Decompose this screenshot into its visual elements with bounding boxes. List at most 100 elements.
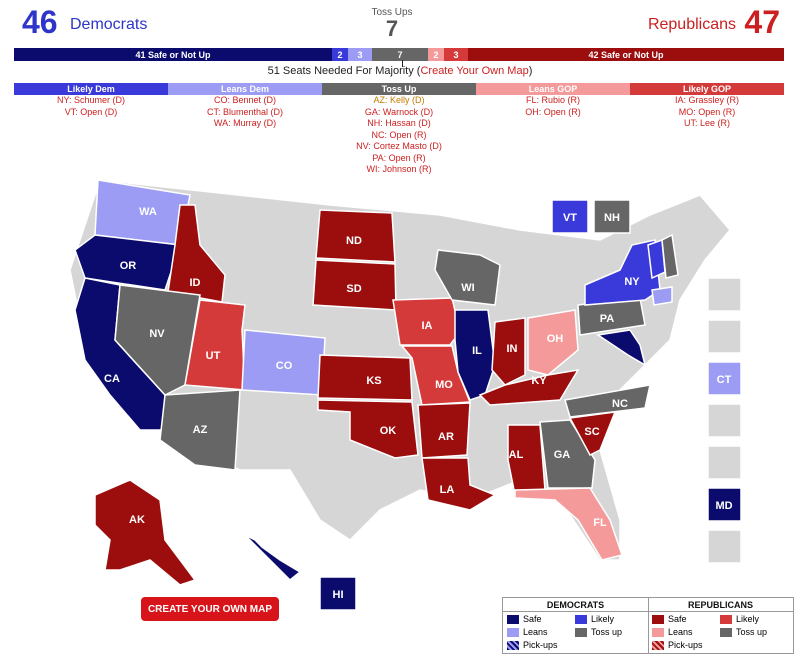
- label-oh: OH: [547, 333, 564, 345]
- state-ky[interactable]: [478, 368, 580, 406]
- legend-leans-rep: Leans: [668, 627, 693, 637]
- bar-rep-safe: 42 Safe or Not Up: [468, 48, 784, 61]
- state-box-empty[interactable]: [707, 403, 742, 438]
- bar-dem-safe: 41 Safe or Not Up: [14, 48, 332, 61]
- state-ok[interactable]: [317, 399, 419, 459]
- label-in: IN: [507, 343, 518, 355]
- race-item: PA: Open (R): [372, 152, 426, 163]
- label-la: LA: [440, 484, 455, 496]
- label-fl: FL: [593, 517, 607, 529]
- col-header: Likely Dem: [14, 83, 168, 95]
- label-al: AL: [509, 449, 524, 461]
- state-nd[interactable]: [315, 209, 396, 263]
- create-map-link[interactable]: Create Your Own Map: [420, 65, 529, 77]
- state-ak[interactable]: [94, 479, 197, 586]
- rating-columns: Likely Dem NY: Schumer (D) VT: Open (D) …: [14, 83, 784, 176]
- race-item: WI: Johnson (R): [366, 164, 432, 174]
- label-nv: NV: [149, 328, 165, 340]
- col-likely-gop: Likely GOP IA: Grassley (R) MO: Open (R)…: [630, 83, 784, 176]
- state-box-empty[interactable]: [707, 445, 742, 480]
- race-item: WA: Murray (D): [213, 118, 277, 128]
- race-item: NH: Hassan (D): [367, 118, 431, 128]
- state-box-empty[interactable]: [707, 319, 742, 354]
- state-box-empty[interactable]: [707, 277, 742, 312]
- dem-seat-count: 46: [22, 4, 58, 40]
- label-ga: GA: [554, 449, 571, 461]
- state-ct[interactable]: [707, 361, 742, 396]
- label-ks: KS: [366, 375, 381, 387]
- race-item: OH: Open (R): [525, 106, 581, 117]
- majority-note: 51 Seats Needed For Majority (Create You…: [0, 65, 800, 77]
- label-pa: PA: [600, 313, 615, 325]
- state-mo[interactable]: [400, 345, 472, 406]
- col-header: Leans Dem: [168, 83, 322, 95]
- race-item: VT: Open (D): [64, 106, 118, 117]
- race-item: GA: Warnock (D): [364, 106, 434, 117]
- state-az[interactable]: [159, 389, 241, 471]
- state-hi-shape[interactable]: [244, 534, 302, 582]
- label-nh: NH: [604, 212, 620, 224]
- bar-dem-leans: 3: [348, 48, 372, 61]
- seat-bar: 41 Safe or Not Up 2 3 7 2 3 42 Safe or N…: [14, 48, 784, 61]
- state-or[interactable]: [74, 234, 182, 291]
- label-ky: KY: [531, 375, 547, 387]
- legend-likely-rep: Likely: [736, 614, 760, 624]
- col-header: Likely GOP: [630, 83, 784, 95]
- bar-dem-likely: 2: [332, 48, 348, 61]
- state-md-shape[interactable]: [595, 329, 647, 367]
- label-ny: NY: [624, 276, 640, 288]
- legend-toss: Toss up: [591, 627, 623, 637]
- state-hi[interactable]: [319, 576, 357, 611]
- state-nh[interactable]: [593, 199, 631, 234]
- state-oh[interactable]: [527, 309, 579, 376]
- state-wi[interactable]: [434, 249, 501, 306]
- majority-marker: [402, 60, 403, 67]
- legend-rep-title: REPUBLICANS: [687, 600, 753, 610]
- label-ca: CA: [104, 373, 120, 385]
- state-ct-shape[interactable]: [651, 286, 673, 306]
- legend-toss-rep: Toss up: [736, 627, 768, 637]
- majority-close: ): [528, 65, 533, 77]
- dem-label: Democrats: [70, 16, 148, 33]
- state-nv[interactable]: [114, 284, 201, 396]
- label-wi: WI: [461, 282, 474, 294]
- state-ar[interactable]: [417, 402, 471, 459]
- label-nc: NC: [612, 398, 628, 410]
- state-nh-shape[interactable]: [661, 233, 679, 279]
- race-item: UT: Lee (R): [683, 118, 730, 128]
- state-box-empty[interactable]: [707, 529, 742, 564]
- state-il[interactable]: [454, 309, 496, 401]
- state-ks[interactable]: [317, 354, 413, 401]
- state-la[interactable]: [421, 457, 497, 511]
- bar-rep-likely: 3: [444, 48, 468, 61]
- legend-safe: Safe: [523, 614, 542, 624]
- col-leans-gop: Leans GOP FL: Rubio (R) OH: Open (R): [476, 83, 630, 176]
- state-fl[interactable]: [514, 487, 623, 561]
- label-il: IL: [472, 345, 482, 357]
- label-co: CO: [276, 360, 293, 372]
- label-az: AZ: [193, 424, 208, 436]
- label-id: ID: [190, 277, 201, 289]
- race-item: NV: Cortez Masto (D): [356, 141, 442, 151]
- race-item: NY: Schumer (D): [56, 95, 125, 105]
- state-ga[interactable]: [539, 419, 596, 489]
- race-item: IA: Grassley (R): [674, 95, 739, 105]
- majority-text: 51 Seats Needed For Majority (: [267, 65, 421, 77]
- label-wa: WA: [139, 206, 157, 218]
- create-your-own-map-button[interactable]: CREATE YOUR OWN MAP: [141, 597, 279, 621]
- bar-toss: 7: [372, 48, 428, 61]
- race-item: CT: Blumenthal (D): [206, 106, 284, 117]
- label-sd: SD: [346, 283, 361, 295]
- col-toss-up: Toss Up AZ: Kelly (D) GA: Warnock (D) NH…: [322, 83, 476, 176]
- race-item: CO: Bennet (D): [213, 95, 277, 105]
- state-md[interactable]: [707, 487, 742, 522]
- state-vt[interactable]: [551, 199, 589, 234]
- state-in[interactable]: [491, 317, 526, 386]
- race-item: FL: Rubio (R): [525, 95, 580, 105]
- state-nc[interactable]: [564, 384, 651, 418]
- label-ia: IA: [422, 320, 433, 332]
- state-id[interactable]: [167, 204, 226, 303]
- label-ar: AR: [438, 431, 454, 443]
- label-hi: HI: [333, 589, 344, 601]
- col-leans-dem: Leans Dem CO: Bennet (D) CT: Blumenthal …: [168, 83, 322, 176]
